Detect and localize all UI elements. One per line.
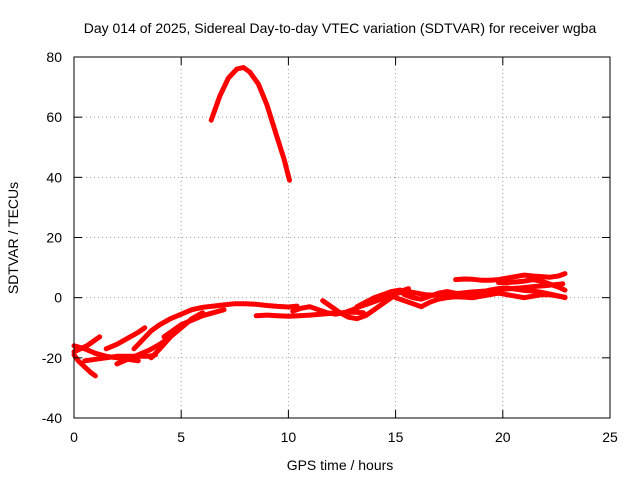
y-tick-label: 60 [46,109,62,125]
series-arc-18 [496,277,568,293]
axis-ticks: 0 5 10 15 20 25 -40 -20 0 20 40 60 80 [42,49,618,445]
chart-title: Day 014 of 2025, Sidereal Day-to-day VTE… [84,20,597,36]
y-tick-label: -20 [42,350,62,366]
series-arc-10 [161,307,227,340]
x-tick-label: 5 [177,429,185,445]
series-arc-17 [453,271,568,283]
series-arc-2 [71,334,103,355]
y-tick-label: 40 [46,169,62,185]
x-tick-label: 10 [281,429,297,445]
x-tick-label: 0 [70,429,78,445]
y-tick-label: -40 [42,410,62,426]
series-arc-3 [71,352,98,379]
y-tick-label: 0 [54,290,62,306]
y-axis-label: SDTVAR / TECUs [5,182,21,294]
y-tick-label: 20 [46,230,62,246]
y-tick-label: 80 [46,49,62,65]
series-arc-1 [208,65,292,183]
x-axis-label: GPS time / hours [287,457,394,473]
x-tick-label: 20 [495,429,511,445]
x-tick-label: 25 [602,429,618,445]
series-arc-16 [401,285,568,302]
series-arc-7 [103,325,148,352]
data-series [71,65,568,379]
series-arc-15 [393,290,568,310]
x-tick-label: 15 [388,429,404,445]
grid-lines [74,57,610,418]
series-arc-8 [131,301,300,352]
series-arc-5 [82,352,158,364]
